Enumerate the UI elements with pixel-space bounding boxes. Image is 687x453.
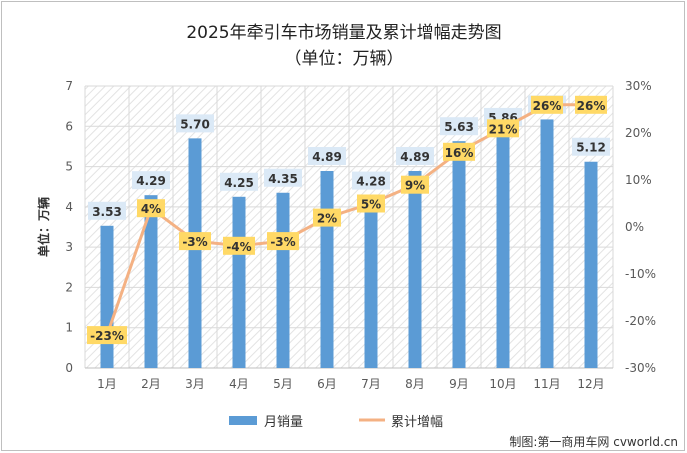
x-tick-label: 7月 bbox=[361, 377, 381, 391]
left-axis: 0 1 2 3 4 5 6 7 bbox=[65, 79, 73, 375]
bar bbox=[320, 171, 334, 368]
line-value-label: 26% bbox=[577, 99, 606, 113]
line-value-label: -4% bbox=[226, 240, 251, 254]
bar-labels: 3.534.295.704.25 4.354.894.284.895.635.86… bbox=[88, 95, 610, 220]
bar bbox=[144, 195, 158, 368]
chart-subtitle: （单位：万辆） bbox=[285, 49, 404, 69]
bar-value-label: 5.12 bbox=[576, 141, 606, 155]
line-value-label: 9% bbox=[405, 179, 425, 193]
line-label-bg bbox=[179, 232, 211, 251]
bar bbox=[364, 195, 378, 368]
right-tick-label: 20% bbox=[625, 126, 652, 140]
bar-value-label: 3.53 bbox=[92, 205, 122, 219]
bar bbox=[188, 138, 202, 368]
line-value-label: 26% bbox=[533, 99, 562, 113]
bar bbox=[452, 141, 466, 368]
bar bbox=[232, 196, 246, 368]
x-tick-label: 9月 bbox=[449, 377, 469, 391]
line-labels: -23% 4% -3% -4% -3% 2% 5% 9% 16% 21% 26% 26% bbox=[87, 95, 607, 345]
left-tick-label: 6 bbox=[65, 119, 73, 133]
bar-value-label: 4.89 bbox=[400, 150, 430, 164]
bar-label-bg bbox=[396, 147, 434, 166]
right-tick-label: -10% bbox=[625, 267, 656, 281]
left-tick-label: 5 bbox=[65, 160, 73, 174]
line-label-bg bbox=[531, 95, 563, 114]
left-tick-label: 1 bbox=[65, 321, 73, 335]
bar-label-bg bbox=[264, 168, 302, 187]
x-tick-label: 6月 bbox=[317, 377, 337, 391]
x-tick-label: 8月 bbox=[405, 377, 425, 391]
legend: 月销量 累计增幅 bbox=[229, 415, 443, 430]
left-tick-label: 4 bbox=[65, 200, 73, 214]
bar-value-label: 4.89 bbox=[312, 150, 342, 164]
line-value-label: 5% bbox=[361, 198, 381, 212]
right-axis: -30% -20% -10% 0% 10% 20% 30% bbox=[625, 79, 656, 375]
line-value-label: 4% bbox=[141, 202, 161, 216]
bar-label-bg bbox=[220, 172, 258, 191]
right-tick-label: 0% bbox=[625, 220, 644, 234]
bar-value-label: 4.28 bbox=[356, 175, 386, 189]
x-tick-label: 11月 bbox=[533, 377, 560, 391]
left-tick-label: 3 bbox=[65, 240, 73, 254]
bar-label-bg bbox=[308, 147, 346, 166]
bar-value-label: 4.29 bbox=[136, 174, 166, 188]
legend-line-label: 累计增幅 bbox=[391, 415, 443, 430]
left-tick-label: 2 bbox=[65, 280, 73, 294]
bar-label-bg bbox=[88, 201, 126, 220]
bar-label-bg bbox=[440, 117, 478, 136]
line-value-label: -23% bbox=[90, 329, 124, 343]
y-axis-label: 单位：万辆 bbox=[36, 197, 51, 257]
line-value-label: -3% bbox=[270, 235, 295, 249]
bar-value-label: 4.25 bbox=[224, 176, 254, 190]
left-tick-label: 7 bbox=[65, 79, 73, 93]
line-label-bg bbox=[267, 232, 299, 251]
bar-label-bg bbox=[132, 171, 170, 190]
x-tick-label: 5月 bbox=[273, 377, 293, 391]
right-tick-label: -20% bbox=[625, 314, 656, 328]
line-label-bg bbox=[575, 95, 607, 114]
x-tick-label: 2月 bbox=[141, 377, 161, 391]
bar-value-label: 5.70 bbox=[180, 117, 210, 131]
line-label-bg bbox=[443, 142, 475, 161]
bar bbox=[584, 161, 598, 368]
line-label-bg bbox=[487, 119, 519, 138]
line-label-bg bbox=[401, 175, 429, 194]
bar-label-bg bbox=[176, 114, 214, 133]
line-value-label: 21% bbox=[489, 122, 518, 136]
x-axis: 1月 2月 3月 4月 5月 6月 7月 8月 9月 10月 11月 12月 bbox=[97, 377, 604, 391]
bar bbox=[540, 119, 554, 369]
bar bbox=[276, 192, 290, 368]
x-tick-label: 4月 bbox=[229, 377, 249, 391]
credit-text: 制图:第一商用车网 cvworld.cn bbox=[509, 434, 678, 449]
bar-value-label: 5.63 bbox=[444, 120, 474, 134]
bar bbox=[100, 225, 114, 368]
line-label-bg bbox=[357, 194, 385, 213]
bar-label-bg bbox=[352, 171, 390, 190]
bar-label-bg bbox=[572, 137, 610, 156]
line-label-bg bbox=[223, 236, 255, 255]
line-value-label: 16% bbox=[445, 146, 474, 160]
right-tick-label: 30% bbox=[625, 79, 652, 93]
right-tick-label: 10% bbox=[625, 173, 652, 187]
line-label-bg bbox=[87, 326, 127, 345]
x-tick-label: 3月 bbox=[185, 377, 205, 391]
x-tick-label: 1月 bbox=[97, 377, 117, 391]
legend-bar-label: 月销量 bbox=[264, 415, 303, 430]
bar-value-label: 4.35 bbox=[268, 172, 298, 186]
line-value-label: -3% bbox=[182, 235, 207, 249]
bar bbox=[496, 131, 510, 368]
line-label-bg bbox=[313, 208, 341, 227]
x-tick-label: 12月 bbox=[577, 377, 604, 391]
left-tick-label: 0 bbox=[65, 361, 73, 375]
line-label-bg bbox=[137, 199, 165, 218]
x-tick-label: 10月 bbox=[489, 377, 516, 391]
chart-title: 2025年牵引车市场销量及累计增幅走势图 bbox=[186, 23, 501, 43]
right-tick-label: -30% bbox=[625, 361, 656, 375]
legend-bar-swatch bbox=[229, 416, 257, 425]
bar bbox=[408, 171, 422, 368]
gridlines bbox=[84, 85, 614, 369]
line-value-label: 2% bbox=[317, 212, 337, 226]
